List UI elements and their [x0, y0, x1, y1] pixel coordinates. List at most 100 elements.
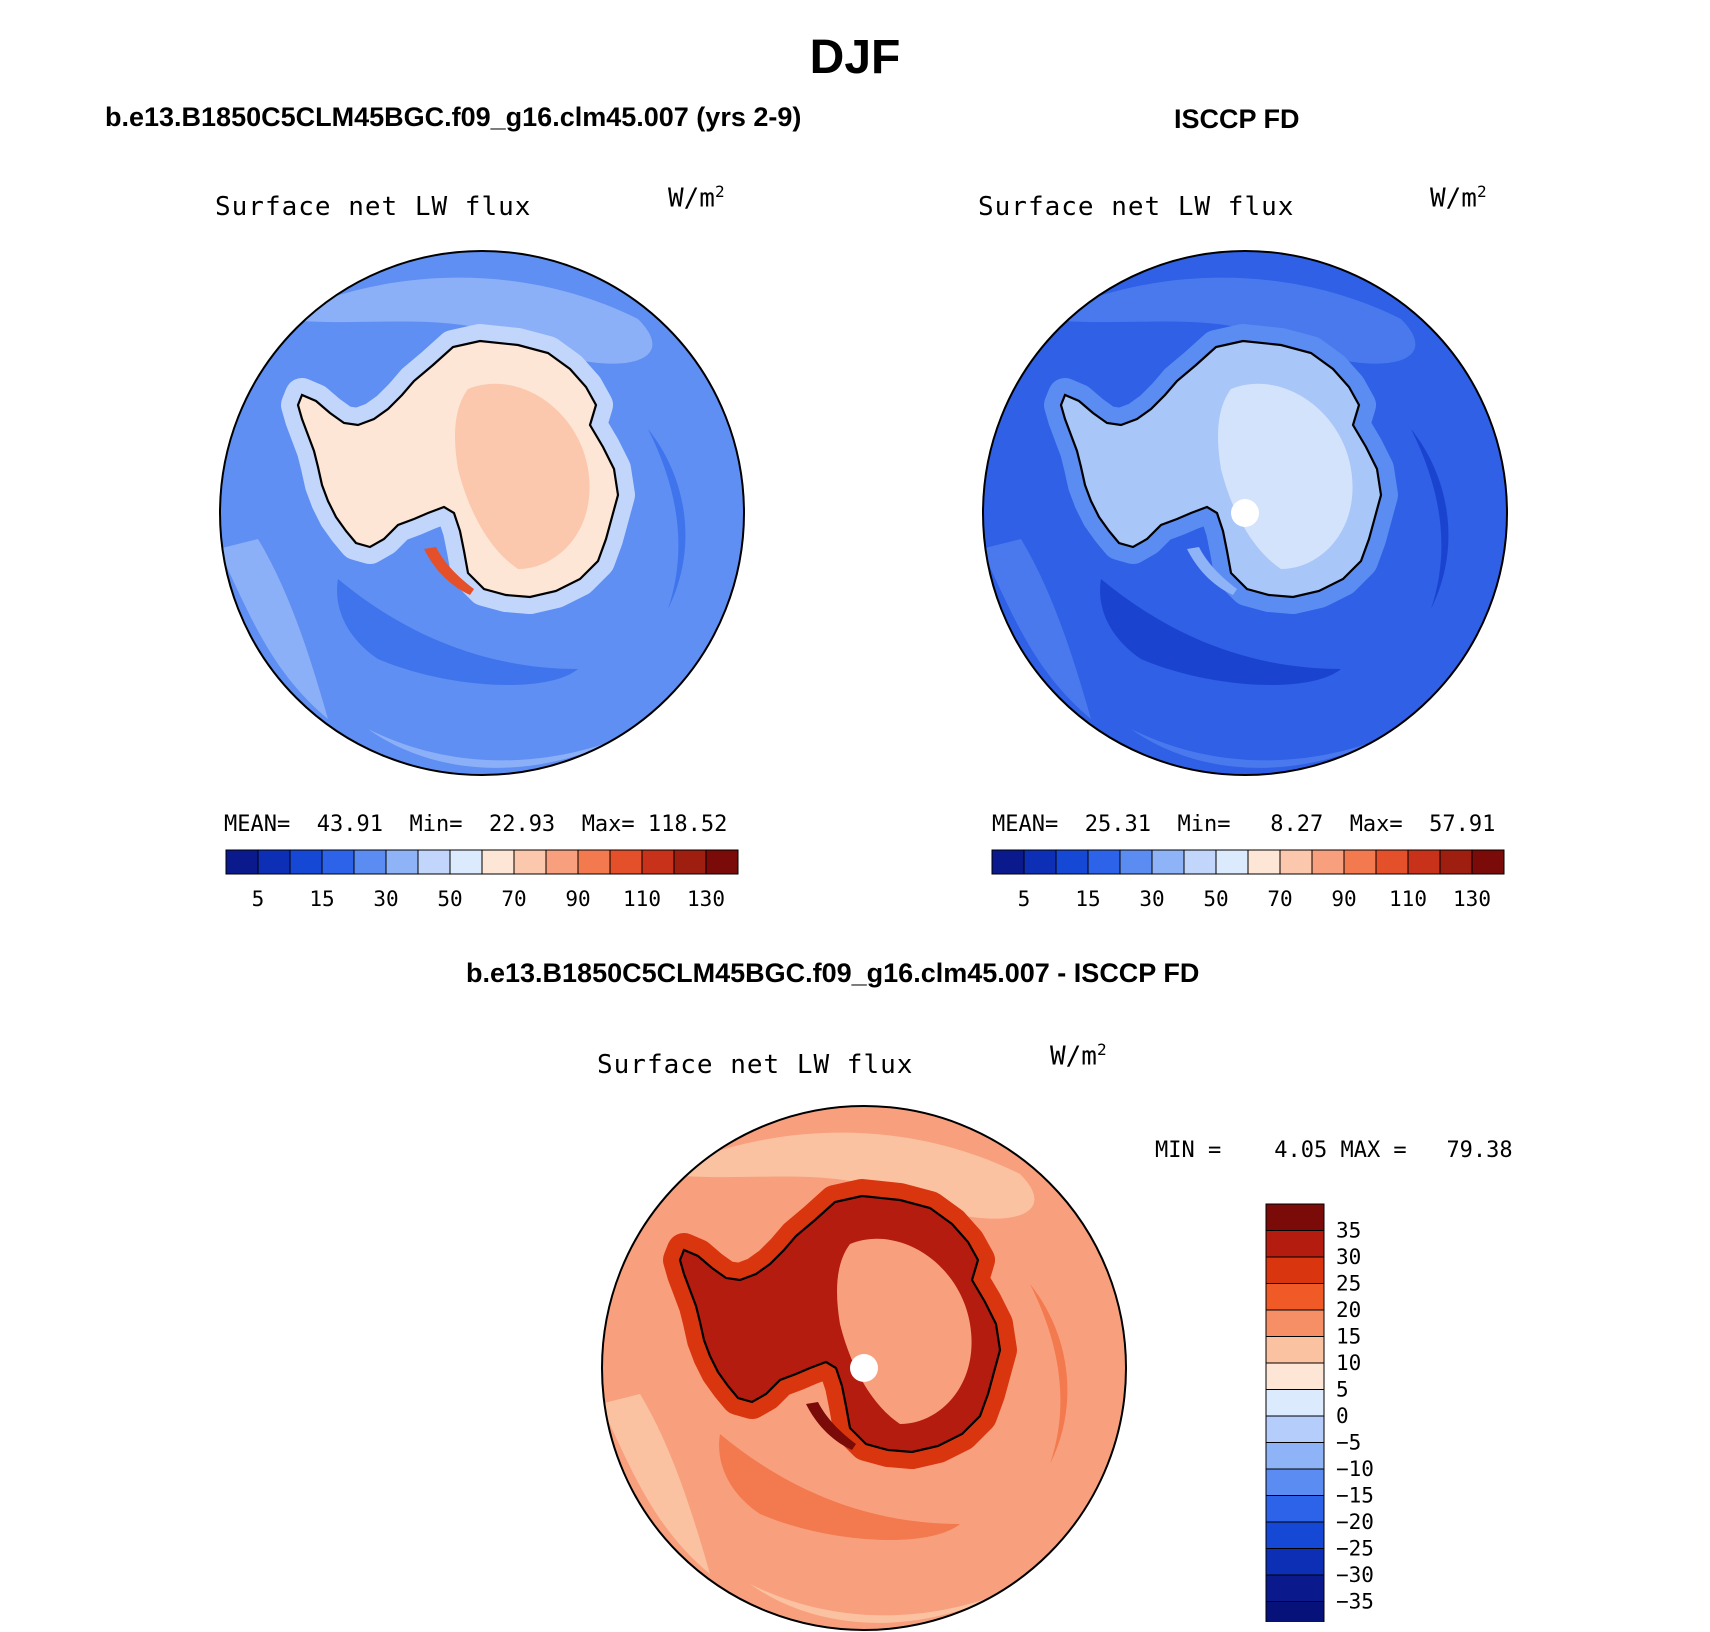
- max-label: Max=: [581, 812, 635, 837]
- colorbar-box: [1265, 1389, 1325, 1417]
- min-label: Min=: [409, 812, 463, 837]
- colorbar-box: [673, 849, 707, 875]
- colorbar-tick-label: 25: [1336, 1272, 1361, 1296]
- colorbar-box: [1265, 1362, 1325, 1390]
- map-fields: [220, 251, 744, 775]
- colorbar-tick-label: −15: [1336, 1484, 1374, 1508]
- ross-hotspot: [424, 547, 474, 595]
- ocean-band-east: [648, 429, 686, 609]
- colorbar-box: [1215, 849, 1249, 875]
- colorbar-box: [417, 849, 451, 875]
- colorbar-box: [1265, 1601, 1325, 1622]
- max-label: MAX =: [1340, 1138, 1407, 1163]
- colorbar-box: [1183, 849, 1217, 875]
- ocean-band-south-edge: [1131, 729, 1381, 768]
- min-label: Min=: [1177, 812, 1231, 837]
- colorbar-model: 5 15 30 50 70 90 110 130: [225, 849, 739, 910]
- colorbar-box: [1247, 849, 1281, 875]
- colorbar-box: [225, 849, 259, 875]
- polar-map-diff: [601, 1105, 1127, 1631]
- colorbar-box: [1279, 849, 1313, 875]
- colorbar-tick-label: 130: [687, 887, 725, 910]
- colorbar-box: [1439, 849, 1473, 875]
- colorbar-tick-label: 90: [565, 887, 590, 910]
- colorbar-box: [609, 849, 643, 875]
- colorbar-box: [1343, 849, 1377, 875]
- units-label-diff: W/m2: [1050, 1040, 1107, 1072]
- max-label: Max=: [1349, 812, 1403, 837]
- variable-label-model: Surface net LW flux: [215, 192, 532, 222]
- max-value: 79.38: [1446, 1138, 1513, 1163]
- panel-title-diff: b.e13.B1850C5CLM45BGC.f09_g16.clm45.007 …: [466, 958, 1200, 988]
- stats-obs: MEAN= 25.31 Min= 8.27 Max= 57.91: [992, 812, 1495, 837]
- ocean-band-south: [719, 1434, 960, 1541]
- colorbar-tick-label: 30: [373, 887, 398, 910]
- units-label-model: W/m2: [668, 182, 725, 214]
- pole-hole: [1231, 499, 1259, 527]
- colorbar-box: [1023, 849, 1057, 875]
- colorbar-box: [1265, 1468, 1325, 1496]
- colorbar-box: [449, 849, 483, 875]
- colorbar-tick-label: 30: [1139, 887, 1164, 910]
- colorbar-box: [1265, 1442, 1325, 1470]
- mean-value: 43.91: [316, 812, 383, 837]
- panel-title-obs: ISCCP FD: [1174, 104, 1300, 134]
- min-value: 22.93: [488, 812, 556, 837]
- colorbar-tick-label: 0: [1336, 1404, 1349, 1428]
- colorbar-tick-label: 15: [1075, 887, 1100, 910]
- units-label-obs: W/m2: [1430, 182, 1487, 214]
- ross-hotspot: [1187, 547, 1237, 595]
- min-value: 8.27: [1270, 812, 1324, 837]
- colorbar-box: [1265, 1230, 1325, 1258]
- colorbar-box: [577, 849, 611, 875]
- colorbar-box: [1471, 849, 1505, 875]
- colorbar-box: [257, 849, 291, 875]
- colorbar-tick-label: 110: [623, 887, 661, 910]
- colorbar-tick-label: −25: [1336, 1537, 1374, 1561]
- colorbar-box: [545, 849, 579, 875]
- ocean-band-west: [983, 539, 1091, 719]
- colorbar-box: [1087, 849, 1121, 875]
- colorbar-box: [705, 849, 739, 875]
- colorbar-box: [513, 849, 547, 875]
- map-border: [219, 250, 745, 776]
- colorbar-tick-label: 50: [437, 887, 462, 910]
- ocean-band-south-edge: [750, 1584, 1000, 1623]
- colorbar-tick-label: −10: [1336, 1457, 1374, 1481]
- colorbar-tick-label: 30: [1336, 1245, 1361, 1269]
- stats-diff: MIN = 4.05 MAX = 79.38: [1155, 1138, 1513, 1163]
- colorbar-tick-label: 70: [1267, 887, 1292, 910]
- map-fields: [602, 1106, 1126, 1630]
- stats-model: MEAN= 43.91 Min= 22.93 Max= 118.52: [224, 812, 727, 837]
- antarctica-interior: [455, 383, 590, 569]
- colorbar-box: [1055, 849, 1089, 875]
- colorbar-tick-label: 130: [1453, 887, 1491, 910]
- variable-label-obs: Surface net LW flux: [978, 192, 1295, 222]
- colorbar-box: [1311, 849, 1345, 875]
- colorbar-box: [1407, 849, 1441, 875]
- colorbar-box: [1265, 1283, 1325, 1311]
- colorbar-tick-label: 110: [1389, 887, 1427, 910]
- colorbar-tick-label: −20: [1336, 1510, 1374, 1534]
- colorbar-box: [321, 849, 355, 875]
- colorbar-box: [481, 849, 515, 875]
- colorbar-box: [1119, 849, 1153, 875]
- colorbar-tick-label: −5: [1336, 1431, 1361, 1455]
- min-label: MIN =: [1155, 1138, 1222, 1163]
- colorbar-tick-label: 90: [1331, 887, 1356, 910]
- ocean-band-west: [602, 1394, 710, 1574]
- ocean-band-west: [220, 539, 328, 719]
- ocean-band-south-edge: [368, 729, 618, 768]
- colorbar-box: [1265, 1548, 1325, 1576]
- page-title: DJF: [809, 31, 901, 84]
- colorbar-tick-label: 15: [1336, 1325, 1361, 1349]
- colorbar-tick-label: 5: [252, 887, 265, 910]
- colorbar-tick-label: 10: [1336, 1351, 1361, 1375]
- colorbar-obs: 5 15 30 50 70 90 110 130: [991, 849, 1505, 910]
- polar-map-model: [219, 250, 745, 776]
- ocean-band-south: [337, 579, 578, 686]
- colorbar-box: [1265, 1521, 1325, 1549]
- colorbar-tick-label: −35: [1336, 1590, 1374, 1614]
- antarctica-coastline: [1059, 339, 1383, 599]
